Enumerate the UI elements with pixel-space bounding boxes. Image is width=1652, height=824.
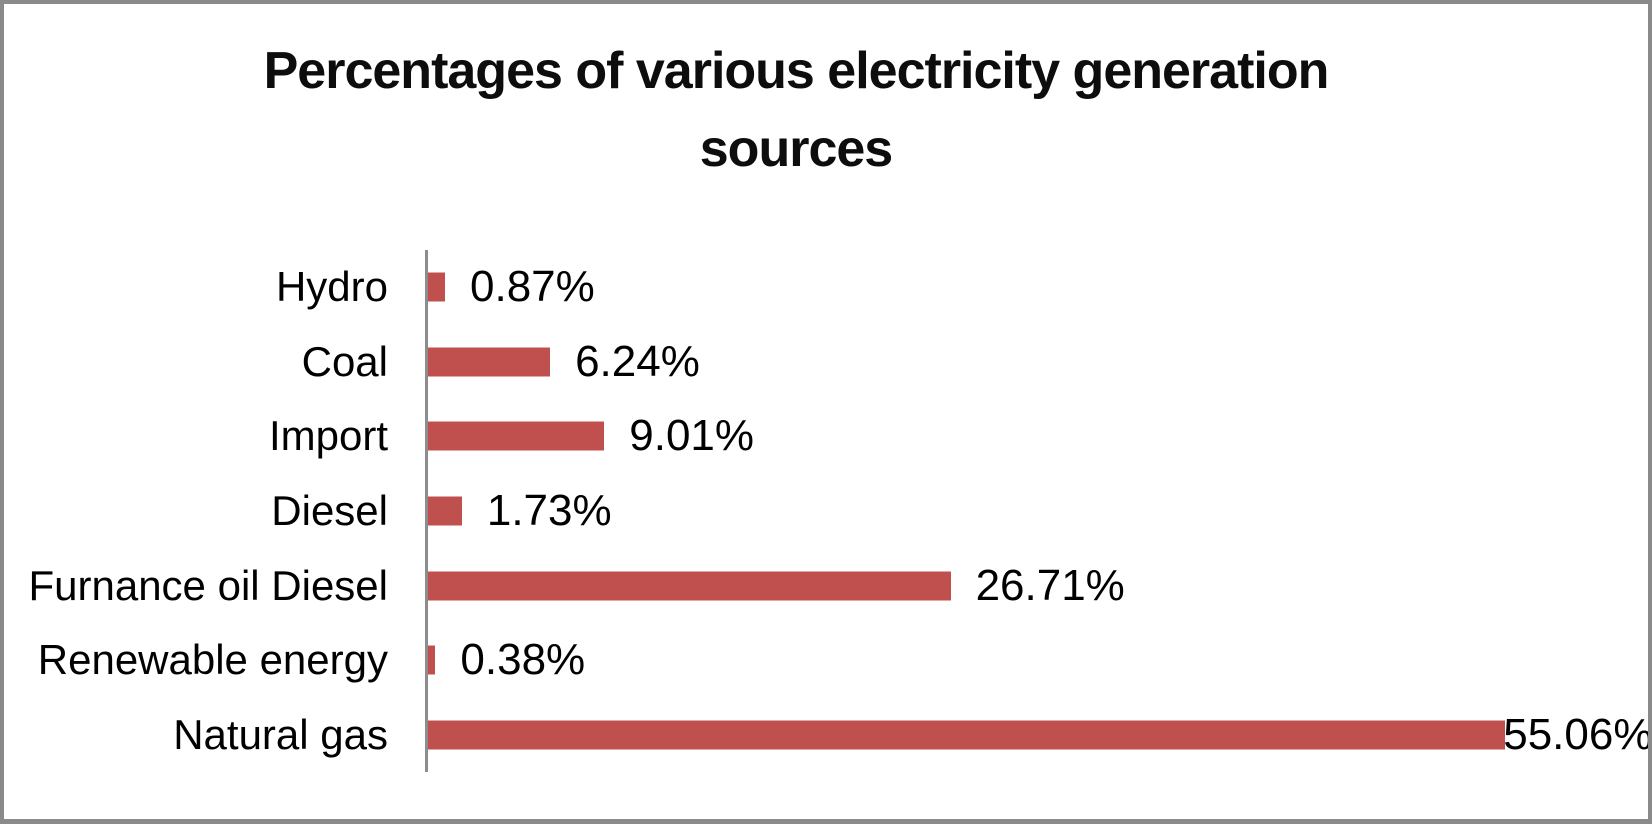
bar-area: 55.06% <box>428 697 1648 772</box>
bar <box>428 645 436 675</box>
bar-area: 0.87% <box>428 250 1648 325</box>
plot-area: Hydro 0.87% Coal 6.24% Import 9.01% Dies… <box>4 250 1648 772</box>
bar <box>428 496 462 526</box>
chart-row: Natural gas 55.06% <box>4 697 1648 772</box>
bar-area: 0.38% <box>428 623 1648 698</box>
chart-title: Percentages of various electricity gener… <box>263 42 1330 178</box>
value-label: 55.06% <box>1503 709 1652 759</box>
y-axis-line <box>425 250 428 772</box>
chart-row: Renewable energy 0.38% <box>4 623 1648 698</box>
chart-row: Hydro 0.87% <box>4 250 1648 325</box>
category-label: Natural gas <box>173 710 388 758</box>
chart-row: Import 9.01% <box>4 399 1648 474</box>
value-label: 0.87% <box>470 262 595 312</box>
bar <box>428 421 605 451</box>
bar-area: 9.01% <box>428 399 1648 474</box>
category-label: Renewable energy <box>37 636 388 684</box>
chart-row: Diesel 1.73% <box>4 474 1648 549</box>
bar-area: 6.24% <box>428 325 1648 400</box>
bars-container: Hydro 0.87% Coal 6.24% Import 9.01% Dies… <box>4 250 1648 772</box>
category-label: Coal <box>301 337 388 385</box>
bar <box>428 571 951 601</box>
chart-row: Furnance oil Diesel 26.71% <box>4 548 1648 623</box>
value-label: 9.01% <box>629 411 755 461</box>
value-label: 0.38% <box>460 635 586 685</box>
bar-area: 26.71% <box>428 548 1648 623</box>
bar <box>428 272 446 302</box>
category-label: Diesel <box>271 486 388 534</box>
bar-area: 1.73% <box>428 474 1648 549</box>
category-label: Import <box>268 412 388 460</box>
bar <box>428 720 1506 750</box>
value-label: 1.73% <box>486 485 612 535</box>
category-label: Hydro <box>275 263 388 311</box>
value-label: 6.24% <box>575 336 700 386</box>
bar <box>428 347 551 377</box>
chart-row: Coal 6.24% <box>4 325 1648 400</box>
value-label: 26.71% <box>975 560 1125 610</box>
category-label: Furnance oil Diesel <box>28 561 388 609</box>
